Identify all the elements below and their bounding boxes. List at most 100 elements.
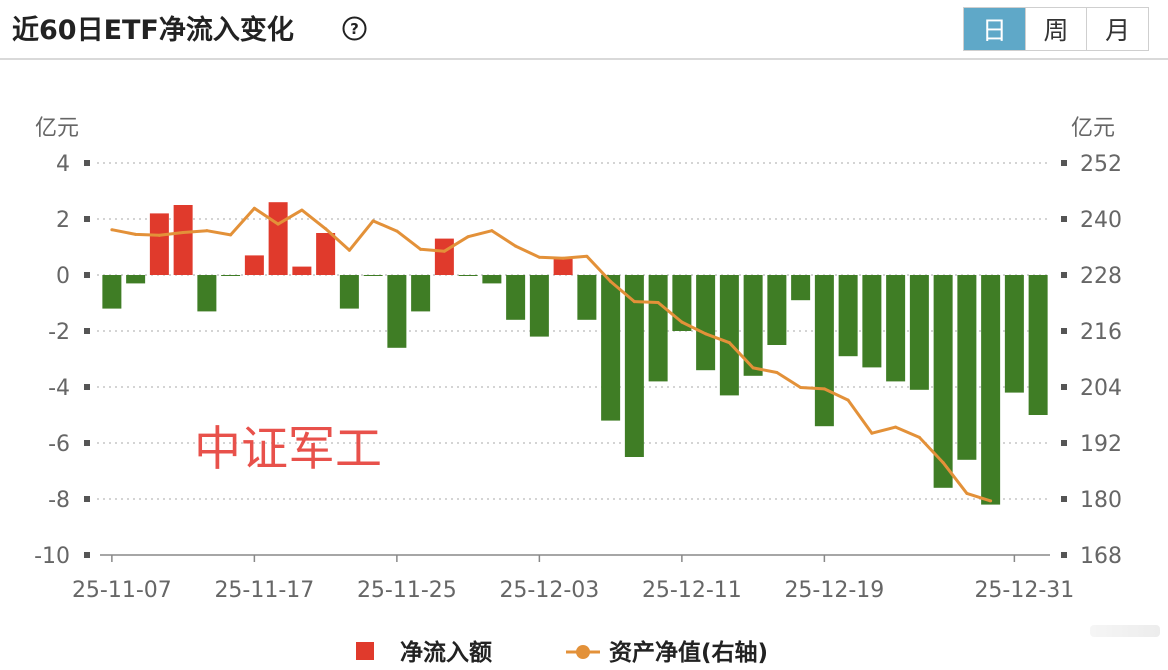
right-tick-label: 252 — [1080, 152, 1122, 177]
left-tick-mark — [84, 440, 90, 446]
line-net-asset-value — [111, 206, 992, 503]
left-tick-mark — [84, 272, 90, 278]
right-tick-mark — [1061, 272, 1067, 278]
point-net-asset-value — [989, 499, 993, 503]
bar-net-inflow — [862, 275, 882, 368]
point-net-asset-value — [656, 301, 660, 305]
point-net-asset-value — [870, 431, 874, 435]
bar-net-inflow — [316, 233, 336, 275]
bar-net-inflow — [624, 275, 644, 457]
point-net-asset-value — [229, 233, 233, 237]
left-tick-label: -10 — [34, 544, 70, 569]
bar-net-inflow — [886, 275, 906, 382]
period-month-button[interactable]: 月 — [1087, 8, 1149, 50]
x-tick-label: 25-11-25 — [357, 578, 457, 603]
left-tick-mark — [84, 328, 90, 334]
bar-net-inflow — [1028, 275, 1048, 415]
watermark — [1090, 625, 1160, 637]
left-tick-label: 0 — [56, 264, 70, 289]
help-icon[interactable]: ? — [342, 16, 367, 41]
bar-net-inflow — [719, 275, 739, 396]
period-week-button[interactable]: 周 — [1025, 8, 1088, 50]
bar-net-inflow — [553, 258, 573, 275]
point-net-asset-value — [727, 341, 731, 345]
right-tick-mark — [1061, 216, 1067, 222]
point-net-asset-value — [205, 229, 209, 233]
point-net-asset-value — [704, 332, 708, 336]
bar-net-inflow — [767, 275, 787, 345]
bar-net-inflow — [126, 275, 146, 284]
bar-net-inflow — [909, 275, 929, 390]
right-tick-label: 216 — [1080, 320, 1122, 345]
point-net-asset-value — [537, 255, 541, 259]
bar-net-inflow — [743, 275, 763, 376]
bar-net-inflow — [149, 213, 169, 275]
bar-net-inflow — [981, 275, 1001, 505]
x-tick-label: 25-11-07 — [72, 578, 172, 603]
bar-net-inflow — [102, 275, 122, 309]
left-tick-label: 4 — [56, 152, 70, 177]
left-tick-label: -8 — [48, 488, 70, 513]
point-net-asset-value — [965, 491, 969, 495]
period-toggle: 日 周 月 — [963, 7, 1149, 51]
bar-net-inflow — [648, 275, 668, 382]
bar-net-inflow — [221, 275, 241, 276]
x-tick-label: 25-12-03 — [499, 578, 599, 603]
point-net-asset-value — [110, 228, 114, 232]
point-net-asset-value — [799, 385, 803, 389]
chart-annotation: 中证军工 — [194, 422, 382, 477]
bar-net-inflow — [434, 238, 454, 275]
bar-net-inflow — [268, 202, 288, 275]
point-net-asset-value — [894, 425, 898, 429]
right-tick-mark — [1061, 160, 1067, 166]
right-tick-label: 168 — [1080, 544, 1122, 569]
bar-net-inflow — [696, 275, 716, 371]
bar-net-inflow — [577, 275, 597, 320]
chart-title: 近60日ETF净流入变化 — [12, 15, 294, 46]
point-net-asset-value — [680, 320, 684, 324]
point-net-asset-value — [347, 248, 351, 252]
bar-net-inflow — [838, 275, 858, 357]
point-net-asset-value — [134, 232, 138, 236]
x-tick-label: 25-12-19 — [784, 578, 884, 603]
bar-net-inflow — [363, 275, 383, 276]
point-net-asset-value — [300, 208, 304, 212]
bar-net-inflow — [529, 275, 549, 337]
point-net-asset-value — [371, 219, 375, 223]
right-tick-mark — [1061, 328, 1067, 334]
left-tick-label: -2 — [48, 320, 70, 345]
period-day-button[interactable]: 日 — [964, 8, 1026, 50]
bar-net-inflow — [197, 275, 217, 312]
bar-net-inflow — [292, 266, 312, 275]
point-net-asset-value — [585, 254, 589, 258]
right-tick-mark — [1061, 496, 1067, 502]
x-tick-label: 25-11-17 — [214, 578, 314, 603]
point-net-asset-value — [775, 371, 779, 375]
point-net-asset-value — [822, 387, 826, 391]
left-tick-label: 2 — [56, 208, 70, 233]
left-tick-mark — [84, 160, 90, 166]
point-net-asset-value — [941, 461, 945, 465]
bar-net-inflow — [814, 275, 834, 427]
bar-net-inflow — [957, 275, 977, 460]
bar-net-inflow — [482, 275, 502, 284]
svg-text:?: ? — [350, 20, 359, 38]
right-axis-unit: 亿元 — [1071, 116, 1115, 141]
x-tick-label: 25-12-31 — [974, 578, 1074, 603]
left-axis-unit: 亿元 — [35, 116, 79, 141]
bar-net-inflow — [339, 275, 359, 309]
bar-net-inflow — [244, 255, 264, 275]
point-net-asset-value — [846, 398, 850, 402]
point-net-asset-value — [419, 247, 423, 251]
left-tick-label: -6 — [48, 432, 70, 457]
bar-net-inflow — [411, 275, 431, 312]
left-tick-mark — [84, 216, 90, 222]
point-net-asset-value — [252, 206, 256, 210]
legend-label-bar: 净流入额 — [400, 639, 492, 666]
bar-net-inflow — [458, 275, 478, 276]
point-net-asset-value — [632, 300, 636, 304]
bar-net-inflow — [387, 275, 407, 348]
bar-net-inflow — [933, 275, 953, 488]
point-net-asset-value — [609, 280, 613, 284]
point-net-asset-value — [157, 233, 161, 237]
